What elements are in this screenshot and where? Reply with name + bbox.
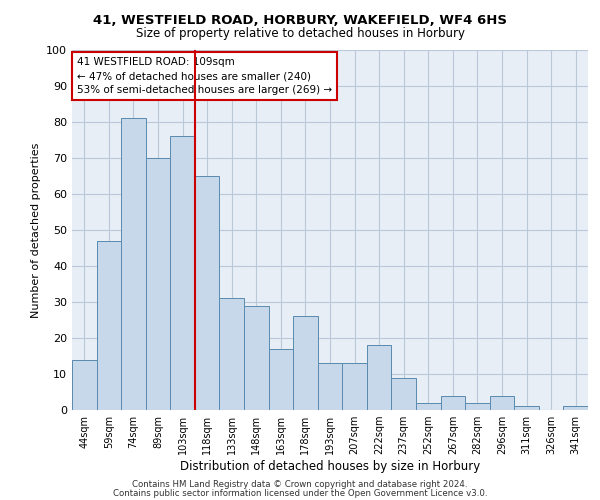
Text: 41 WESTFIELD ROAD: 109sqm
← 47% of detached houses are smaller (240)
53% of semi: 41 WESTFIELD ROAD: 109sqm ← 47% of detac…: [77, 57, 332, 95]
Bar: [269, 349, 293, 410]
Text: Contains HM Land Registry data © Crown copyright and database right 2024.: Contains HM Land Registry data © Crown c…: [132, 480, 468, 489]
Bar: [391, 378, 416, 410]
Bar: [367, 345, 391, 410]
Bar: [342, 363, 367, 410]
Bar: [170, 136, 195, 410]
Text: 41, WESTFIELD ROAD, HORBURY, WAKEFIELD, WF4 6HS: 41, WESTFIELD ROAD, HORBURY, WAKEFIELD, …: [93, 14, 507, 27]
Text: Size of property relative to detached houses in Horbury: Size of property relative to detached ho…: [136, 28, 464, 40]
Bar: [440, 396, 465, 410]
Bar: [121, 118, 146, 410]
X-axis label: Distribution of detached houses by size in Horbury: Distribution of detached houses by size …: [180, 460, 480, 473]
Bar: [318, 363, 342, 410]
Bar: [563, 406, 588, 410]
Bar: [514, 406, 539, 410]
Text: Contains public sector information licensed under the Open Government Licence v3: Contains public sector information licen…: [113, 488, 487, 498]
Bar: [293, 316, 318, 410]
Bar: [244, 306, 269, 410]
Bar: [220, 298, 244, 410]
Bar: [490, 396, 514, 410]
Bar: [97, 241, 121, 410]
Bar: [72, 360, 97, 410]
Y-axis label: Number of detached properties: Number of detached properties: [31, 142, 41, 318]
Bar: [465, 403, 490, 410]
Bar: [195, 176, 220, 410]
Bar: [416, 403, 440, 410]
Bar: [146, 158, 170, 410]
